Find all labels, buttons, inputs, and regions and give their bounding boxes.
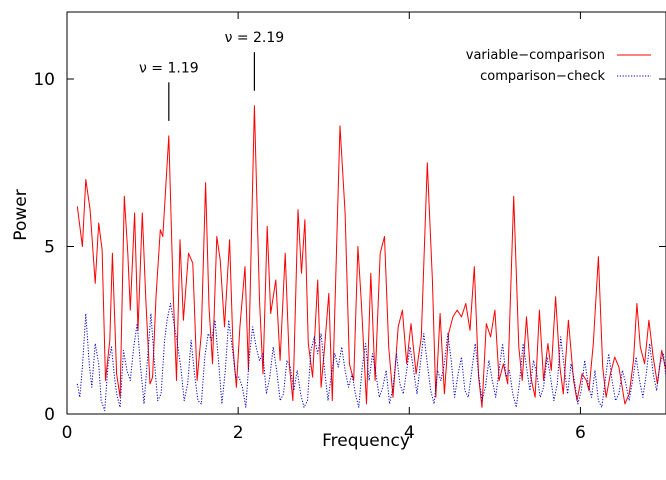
y-tick-label: 0 (44, 405, 55, 425)
legend-label: comparison−check (480, 69, 605, 84)
legend: variable−comparison comparison−check (466, 48, 651, 84)
x-tick-label: 4 (404, 423, 415, 443)
x-tick-label: 0 (62, 423, 73, 443)
tick-labels: 0 2 4 6 0 5 10 (33, 70, 585, 443)
series-layer (76, 105, 666, 412)
annotation-label: ν = 2.19 (225, 30, 285, 46)
x-tick-label: 2 (233, 423, 244, 443)
series-line-comparison-check (76, 303, 666, 412)
y-tick-label: 5 (44, 238, 55, 258)
plot-frame (66, 11, 666, 415)
axis-ticks (66, 12, 666, 415)
y-axis-label: Power (11, 189, 31, 240)
annotation-label: ν = 1.19 (139, 60, 199, 76)
series-line-variable-comparison (76, 105, 666, 408)
y-tick-label: 10 (33, 70, 55, 90)
x-tick-label: 6 (575, 423, 586, 443)
x-axis-label: Frequency (322, 431, 410, 451)
legend-label: variable−comparison (466, 48, 605, 63)
annotations: ν = 1.19 ν = 2.19 (139, 30, 284, 121)
